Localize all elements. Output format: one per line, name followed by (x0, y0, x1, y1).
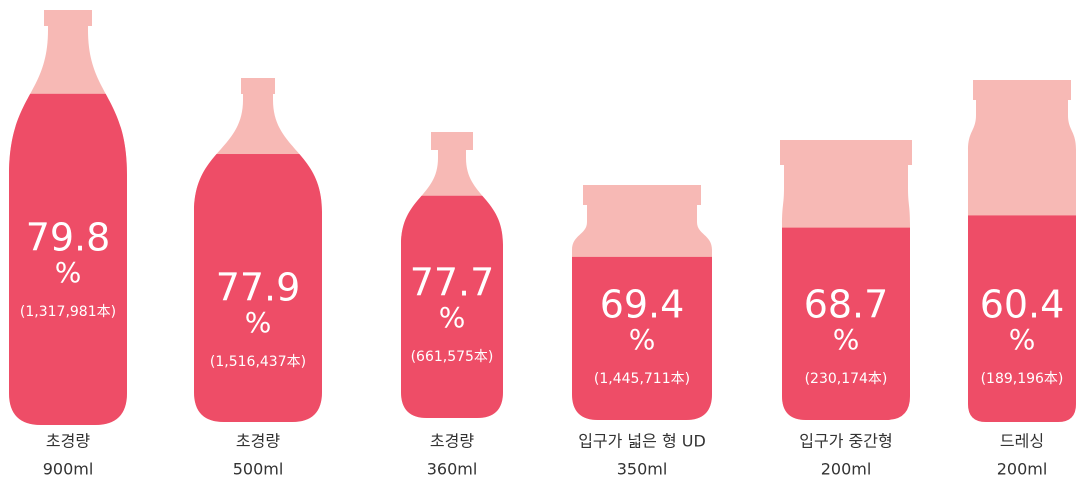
chart: 79.8% (1,317,981本) 초경량 900ml 77.9% (1,516,437… (0, 0, 1081, 484)
unit-label: % (629, 323, 656, 356)
count-label: (230,174本) (805, 371, 888, 387)
unit-label: % (833, 323, 860, 356)
unit-label: % (1009, 323, 1036, 356)
category-label: 초경량 (46, 432, 90, 451)
value-label: 68.7 (804, 283, 889, 327)
category-label: 드레싱 (1000, 432, 1044, 451)
size-label: 900ml (43, 460, 94, 479)
size-label: 500ml (233, 460, 284, 479)
category-label: 초경량 (236, 432, 280, 451)
size-label: 350ml (617, 460, 668, 479)
category-label: 입구가 넓은 형 UD (578, 432, 706, 451)
count-label: (1,516,437本) (210, 354, 306, 370)
size-label: 200ml (997, 460, 1048, 479)
value-label: 77.7 (410, 261, 495, 305)
count-label: (1,445,711本) (594, 371, 690, 387)
value-label: 60.4 (980, 283, 1065, 327)
value-label: 79.8 (26, 216, 111, 260)
size-label: 360ml (427, 460, 478, 479)
count-label: (1,317,981本) (20, 304, 116, 320)
category-label: 초경량 (430, 432, 474, 451)
count-label: (661,575本) (411, 349, 494, 365)
unit-label: % (439, 301, 466, 334)
size-label: 200ml (821, 460, 872, 479)
category-label: 입구가 중간형 (799, 432, 892, 451)
value-label: 69.4 (600, 283, 685, 327)
unit-label: % (245, 306, 272, 339)
value-label: 77.9 (216, 266, 301, 310)
unit-label: % (55, 256, 82, 289)
count-label: (189,196本) (981, 371, 1064, 387)
